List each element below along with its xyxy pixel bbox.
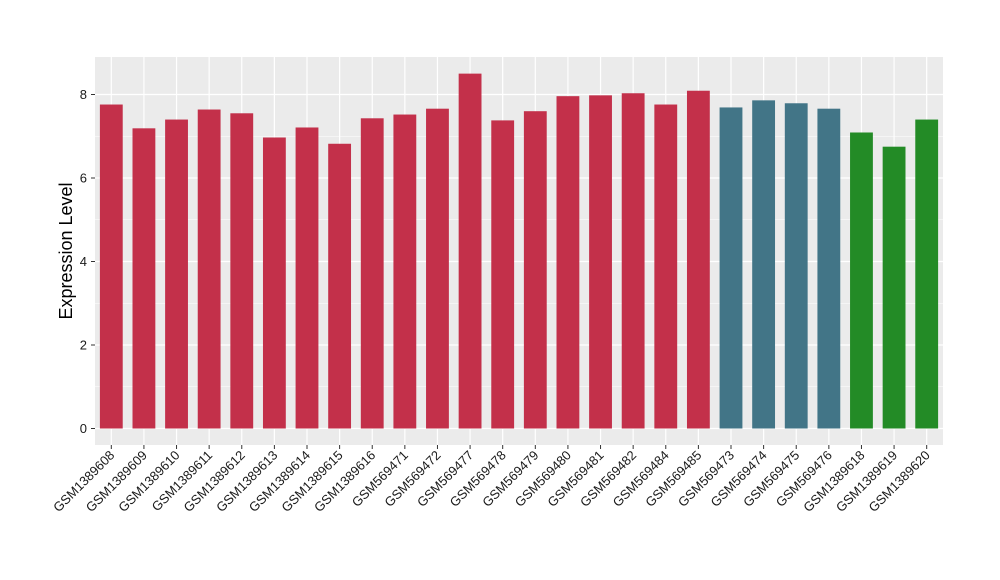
bar-GSM1389608 (99, 104, 123, 429)
bar-GSM569471 (393, 114, 417, 429)
bar-GSM569481 (589, 95, 612, 429)
bar-GSM1389613 (262, 137, 286, 429)
bar-GSM1389609 (132, 128, 156, 429)
bar-GSM1389612 (230, 113, 254, 429)
bar-GSM569477 (458, 73, 482, 429)
bar-GSM1389618 (850, 132, 873, 429)
bars (99, 73, 939, 429)
bar-GSM569475 (784, 103, 808, 429)
bar-GSM569482 (621, 93, 645, 429)
bar-GSM1389614 (295, 127, 319, 429)
bar-GSM569474 (752, 100, 776, 429)
bar-GSM569480 (556, 96, 580, 429)
x-axis: GSM1389608GSM1389609GSM1389610GSM1389611… (50, 445, 933, 515)
bar-GSM569479 (523, 111, 547, 429)
bar-GSM1389615 (328, 143, 352, 429)
bar-GSM1389619 (882, 146, 906, 429)
bar-GSM569485 (686, 90, 710, 429)
bar-GSM1389620 (915, 119, 939, 429)
y-tick-label: 2 (80, 338, 87, 353)
bar-GSM569478 (491, 120, 515, 429)
bar-GSM569484 (654, 104, 678, 429)
y-tick-label: 8 (80, 87, 87, 102)
bar-GSM1389610 (165, 119, 188, 429)
y-tick-label: 4 (80, 254, 87, 269)
y-tick-label: 0 (80, 421, 87, 436)
bar-GSM1389611 (197, 109, 221, 429)
y-tick-label: 6 (80, 171, 87, 186)
bar-GSM569476 (817, 108, 841, 429)
bar-GSM1389616 (360, 118, 384, 429)
y-axis-title: Expression Level (56, 182, 76, 319)
y-axis: 0 2 4 6 8 (80, 87, 95, 436)
bar-GSM569473 (719, 107, 743, 429)
bar-GSM569472 (426, 108, 449, 429)
